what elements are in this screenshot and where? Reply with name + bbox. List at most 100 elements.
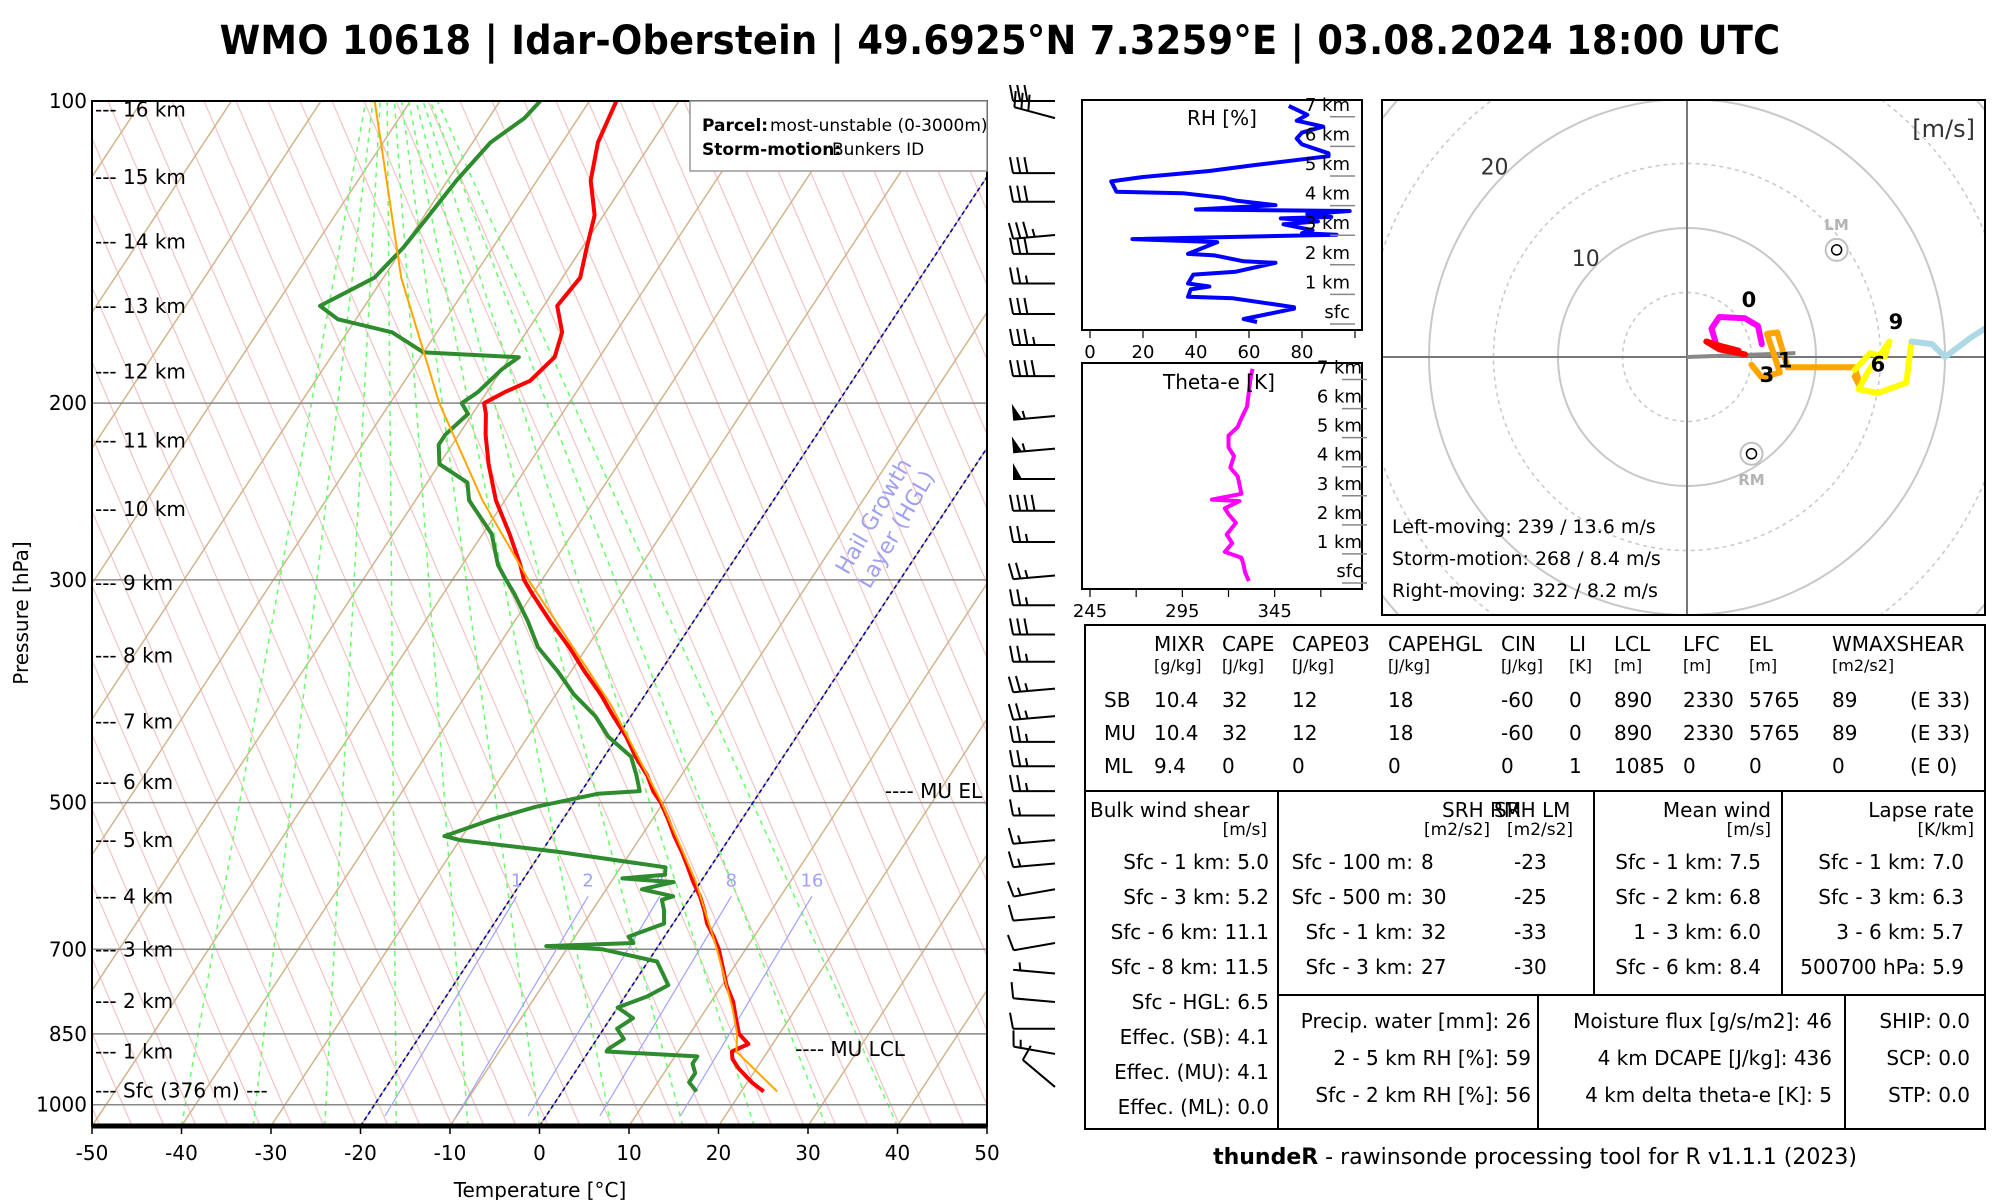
barb-full <box>1009 359 1014 377</box>
barb-full <box>1023 185 1029 202</box>
barb-full <box>1010 982 1015 999</box>
flux-row: 4 km DCAPE [J/kg]: 436 <box>1597 1046 1832 1070</box>
wind-barb <box>1009 1012 1055 1030</box>
height-tick-label: 2 km <box>1317 503 1362 524</box>
rm-label: RM <box>1738 471 1764 489</box>
barb-full <box>1009 618 1014 635</box>
param-value: 1 <box>1569 754 1582 778</box>
moist-adiabat-line <box>429 101 827 1126</box>
param-unit: [J/kg] <box>1388 656 1431 675</box>
height-label: --- 12 km <box>95 360 186 384</box>
barb-full <box>1009 297 1014 315</box>
temperature-line <box>482 101 765 1094</box>
hodograph-height-label: 9 <box>1889 310 1904 334</box>
footer-text: - rawinsonde processing tool for R v1.1.… <box>1318 1145 1857 1170</box>
bulk-shear-row: Sfc - 3 km: 5.2 <box>1123 885 1269 909</box>
wind-barb <box>1021 1045 1056 1088</box>
height-label: --- 14 km <box>95 229 186 253</box>
hgl-isotherm-line <box>538 446 987 1126</box>
annotation-label: ---- MU EL <box>885 779 983 803</box>
param-unit: [g/kg] <box>1154 656 1202 675</box>
barb-full <box>1021 1045 1032 1061</box>
wind-barb <box>1009 774 1055 793</box>
wind-barb <box>1009 359 1055 378</box>
height-tick-label: 1 km <box>1317 532 1362 553</box>
barb-full <box>1009 589 1014 606</box>
wind-barbs <box>1006 84 1056 1088</box>
barb-half <box>1024 682 1029 692</box>
height-tick-label: 3 km <box>1305 213 1350 234</box>
dry-adiabat-line <box>715 101 987 734</box>
hodograph-height-label: 0 <box>1742 288 1757 312</box>
bulk-shear-unit: [m/s] <box>1222 820 1267 840</box>
hodograph-storm-motion: Storm-motion: 268 / 8.4 m/s <box>1392 548 1661 570</box>
dry-adiabat-line <box>92 584 325 1126</box>
flux-box: Moisture flux [g/s/m2]: 46 4 km DCAPE [J/… <box>1537 994 1846 1130</box>
hodograph-panel: 102030400136912LMRM [m/s] Left-moving: 2… <box>1381 99 1986 616</box>
barb-full <box>1009 494 1014 511</box>
mean-wind-row: Sfc - 2 km: 6.8 <box>1615 885 1761 909</box>
param-value: 2330 <box>1683 721 1734 745</box>
dry-adiabat-line <box>107 101 549 1126</box>
x-tick-label: -10 <box>434 1141 467 1165</box>
dry-adiabat-line <box>555 101 987 1107</box>
srh-lm-unit: [m2/s2] <box>1507 820 1574 840</box>
isotherm-line <box>270 101 949 1126</box>
rm-marker <box>1739 441 1764 466</box>
srh-lm-value: -25 <box>1514 885 1547 909</box>
lm-marker-center <box>1830 244 1843 256</box>
barb-full <box>1009 156 1014 174</box>
barb-full <box>1016 525 1022 543</box>
barb-full <box>1009 1012 1014 1029</box>
srh-lm-value: -33 <box>1514 920 1547 944</box>
srh-rm-title: SRH RM <box>1442 798 1522 822</box>
mixing-ratio-line <box>456 896 589 1117</box>
barb-full <box>1007 827 1015 845</box>
height-label: --- 16 km <box>95 98 186 122</box>
srh-row-label: Sfc - 500 m: <box>1291 885 1413 909</box>
barb-full <box>1016 359 1022 377</box>
param-value: 89 <box>1832 688 1858 712</box>
isotherm-line <box>628 582 987 1126</box>
hodograph-height-label: 1 <box>1778 349 1793 373</box>
barb-shaft <box>1013 915 1056 922</box>
barb-full <box>1007 563 1015 580</box>
moist-adiabat-line <box>252 101 374 1126</box>
barb-shaft <box>1013 997 1056 1003</box>
param-value: 0 <box>1222 754 1235 778</box>
param-value: 12 <box>1292 688 1318 712</box>
dry-adiabat-line <box>92 658 293 1126</box>
param-value: 0 <box>1683 754 1696 778</box>
param-value: 0 <box>1832 754 1845 778</box>
hodograph-segment <box>1748 329 1865 393</box>
barb-full <box>1016 750 1022 767</box>
legend-parcel-label: Parcel: <box>702 116 768 136</box>
x-tick-label: -50 <box>76 1141 109 1165</box>
hodograph-height-label: 3 <box>1760 363 1775 387</box>
x-tick-label: 60 <box>1238 342 1261 363</box>
wind-barb <box>1009 799 1055 817</box>
barb-full <box>1016 237 1022 255</box>
bulk-shear-title: Bulk wind shear <box>1090 798 1250 822</box>
barb-full <box>1016 494 1022 511</box>
x-tick-label: 40 <box>885 1141 910 1165</box>
barb-full <box>1016 156 1022 174</box>
mean-wind-title: Mean wind <box>1662 798 1771 822</box>
wind-barb <box>1009 725 1055 743</box>
hodograph-left-moving: Left-moving: 239 / 13.6 m/s <box>1392 516 1656 538</box>
param-unit: [K] <box>1569 656 1592 675</box>
wind-barb <box>1006 934 1056 952</box>
param-unit: [J/kg] <box>1292 656 1335 675</box>
height-label: --- 6 km <box>95 770 173 794</box>
barb-full <box>1023 494 1029 511</box>
barb-full <box>1016 328 1022 346</box>
mixing-ratio-line <box>679 896 813 1117</box>
barb-half <box>1024 710 1029 719</box>
wind-barb <box>1007 827 1056 845</box>
dry-adiabat-line <box>331 101 773 1126</box>
x-tick-label: 20 <box>706 1141 731 1165</box>
dry-adiabat-line <box>92 882 197 1126</box>
barb-full <box>1009 185 1014 202</box>
hodograph-right-moving: Right-moving: 322 / 8.2 m/s <box>1392 580 1658 602</box>
param-value: 89 <box>1832 721 1858 745</box>
